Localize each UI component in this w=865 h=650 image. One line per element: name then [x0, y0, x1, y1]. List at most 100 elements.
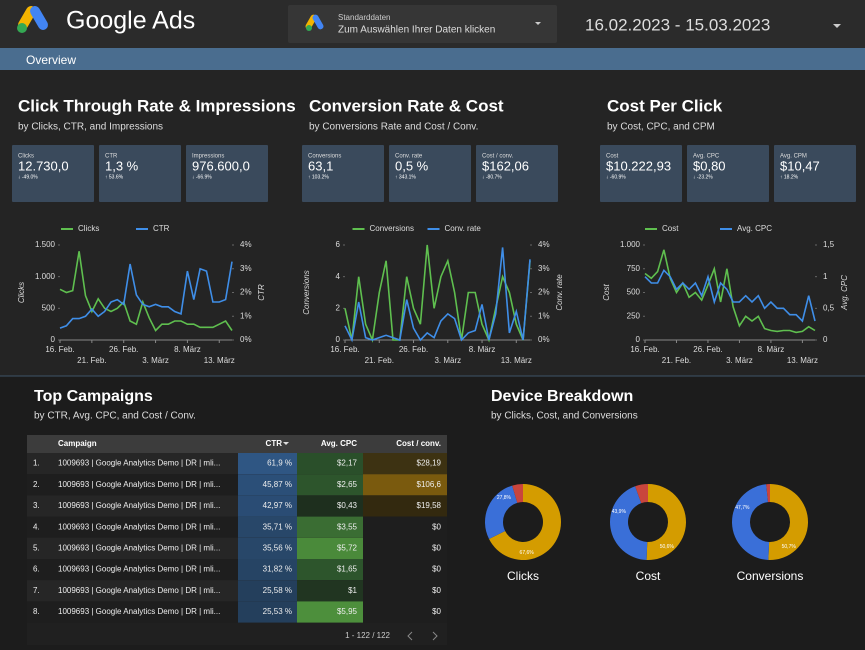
y2-tick-label: 0,5: [823, 303, 835, 312]
x-tick-label: 3. März: [434, 356, 461, 365]
kpi-value: $0,80: [693, 158, 726, 173]
kpi-card: [389, 145, 471, 202]
heat-cell: [363, 559, 447, 581]
table-cell: $0: [432, 565, 441, 574]
tab[interactable]: Overview: [26, 53, 76, 67]
x-tick-label: 21. Feb.: [77, 356, 106, 365]
donut-label: 50,7%: [782, 544, 797, 550]
y-tick-label: 750: [627, 264, 641, 273]
y2-tick-label: 1,5: [823, 240, 835, 249]
kpi-delta: ↑ 18.2%: [780, 174, 799, 180]
table-cell: $28,19: [417, 459, 442, 468]
kpi-delta: ↓ -80.7%: [482, 174, 502, 180]
data-source-picker[interactable]: [288, 5, 557, 43]
source-subtitle: Zum Auswählen Ihrer Daten klicken: [338, 25, 495, 36]
column-header[interactable]: CTR: [266, 439, 283, 448]
table-cell: $0: [432, 586, 441, 595]
kpi-card: [12, 145, 94, 202]
next-page[interactable]: [432, 631, 438, 641]
y-axis-title: Conversions: [302, 270, 311, 314]
donut-segment: [609, 486, 648, 560]
legend-label: Cost: [662, 224, 679, 233]
x-tick-label: 16. Feb.: [45, 345, 74, 354]
y-tick-label: 2: [336, 303, 341, 312]
y-tick-label: 0: [51, 335, 56, 344]
donut-segment: [485, 485, 518, 540]
dropdown-caret: [535, 22, 541, 25]
y-tick-label: 1.000: [35, 272, 56, 281]
table-cell: 2.: [33, 480, 40, 489]
kpi-label: Conv. rate: [395, 154, 423, 160]
prev-page[interactable]: [407, 631, 413, 641]
series-line: [344, 247, 531, 343]
logo: [17, 6, 48, 33]
heat-cell: [297, 537, 363, 559]
donut-label: 67,6%: [520, 550, 535, 556]
y2-tick-label: 1%: [240, 311, 252, 320]
donut-segment: [489, 484, 561, 560]
y-tick-label: 4: [336, 272, 341, 281]
kpi-value: 976.600,0: [192, 158, 250, 173]
y2-tick-label: 2%: [538, 288, 550, 297]
table-cell: 1009693 | Google Analytics Demo | DR | m…: [58, 501, 220, 510]
kpi-card: [186, 145, 268, 202]
kpi-delta: ↓ -49.0%: [18, 174, 38, 180]
kpi-label: Clicks: [18, 154, 34, 160]
table-cell: 6.: [33, 565, 40, 574]
table-cell: $0: [432, 522, 441, 531]
kpi-delta: ↑ 343.1%: [395, 174, 416, 180]
date-range[interactable]: 16.02.2023 - 15.03.2023: [585, 15, 770, 34]
heat-cell: [238, 495, 297, 517]
column-header[interactable]: Avg. CPC: [321, 439, 357, 448]
heat-cell: [297, 516, 363, 538]
kpi-delta: ↓ -23.2%: [693, 174, 713, 180]
x-tick-label: 13. März: [204, 356, 235, 365]
section-subtitle: by Cost, CPC, and CPM: [607, 122, 715, 133]
table-cell: 25,58 %: [263, 586, 292, 595]
table-cell: $1,65: [337, 565, 358, 574]
section-subtitle: by Clicks, Cost, and Conversions: [491, 411, 638, 422]
sort-indicator: [283, 442, 289, 445]
section-title: Top Campaigns: [34, 388, 153, 405]
table-cell: 35,71 %: [263, 522, 292, 531]
column-header[interactable]: Cost / conv.: [396, 439, 441, 448]
y-tick-label: 500: [627, 288, 641, 297]
heat-cell: [363, 516, 447, 538]
tab-bar: [0, 48, 865, 70]
heat-cell: [297, 601, 363, 623]
kpi-delta: ↓ -60.9%: [606, 174, 626, 180]
source-title: Standarddaten: [338, 13, 391, 22]
heat-cell: [297, 559, 363, 581]
x-tick-label: 13. März: [501, 356, 532, 365]
table-cell: 1009693 | Google Analytics Demo | DR | m…: [58, 522, 220, 531]
donut-segment: [768, 484, 809, 560]
table-cell: $0: [432, 544, 441, 553]
y-tick-label: 1.000: [620, 240, 641, 249]
table-cell: $0: [432, 607, 441, 616]
heat-cell: [238, 580, 297, 602]
x-tick-label: 8. März: [469, 345, 496, 354]
pagination: 1 - 122 / 122: [345, 631, 390, 640]
kpi-value: 1,3 %: [105, 158, 139, 173]
kpi-label: CTR: [105, 154, 118, 160]
y2-axis-title: Conv. rate: [555, 274, 564, 311]
column-header[interactable]: Campaign: [58, 439, 97, 448]
heat-cell: [363, 495, 447, 517]
kpi-label: Avg. CPM: [780, 154, 807, 160]
table-cell: $106,6: [417, 480, 442, 489]
y-tick-label: 500: [42, 303, 56, 312]
y-tick-label: 1.500: [35, 240, 56, 249]
donut-segment: [766, 484, 770, 503]
kpi-card: [99, 145, 181, 202]
legend-label: CTR: [153, 224, 170, 233]
heat-cell: [238, 516, 297, 538]
heat-cell: [297, 453, 363, 475]
kpi-label: Avg. CPC: [693, 154, 720, 160]
table-cell: $5,72: [337, 544, 358, 553]
heat-cell: [238, 537, 297, 559]
y-tick-label: 250: [627, 311, 641, 320]
table-cell: 31,82 %: [263, 565, 292, 574]
x-tick-label: 26. Feb.: [693, 345, 722, 354]
kpi-delta: ↑ 103.2%: [308, 174, 329, 180]
